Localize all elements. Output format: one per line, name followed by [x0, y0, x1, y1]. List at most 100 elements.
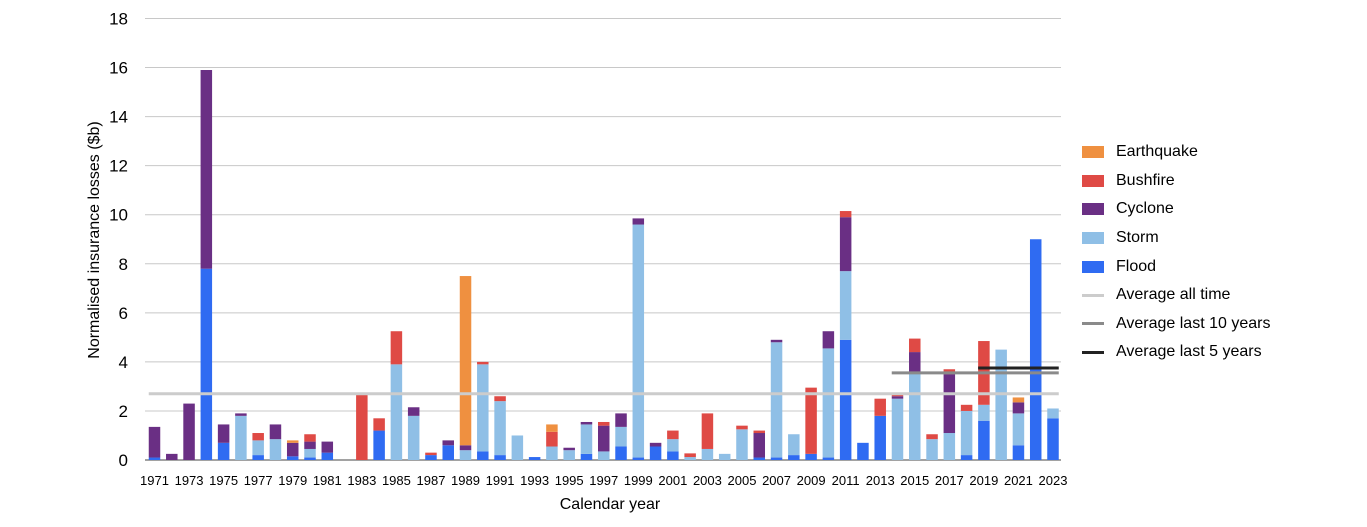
bar-cyclone-1973 — [183, 403, 195, 460]
reference-lines — [148, 366, 1059, 396]
bar-storm-1999 — [632, 224, 645, 458]
bar-flood-2019 — [978, 420, 990, 460]
bar-storm-2007 — [770, 342, 783, 458]
bar-bushfire-1990 — [477, 361, 489, 365]
x-tick-label: 1981 — [313, 473, 342, 488]
bar-flood-1974 — [200, 268, 213, 460]
bar-flood-2007 — [770, 457, 783, 460]
legend-label: Average all time — [1116, 286, 1231, 304]
legend-item-storm: Storm — [1082, 224, 1270, 253]
legend-swatch — [1082, 260, 1104, 273]
legend-swatch — [1082, 232, 1104, 245]
bar-storm-2020 — [995, 349, 1007, 460]
bar-storm-1978 — [269, 439, 282, 460]
bar-cyclone-1978 — [269, 424, 282, 440]
x-tick-label: 1971 — [140, 473, 169, 488]
bar-storm-2002 — [684, 457, 696, 460]
x-tick-label: 2003 — [693, 473, 722, 488]
bar-storm-1994 — [546, 446, 558, 460]
x-tick-label: 1991 — [486, 473, 515, 488]
bar-cyclone-2014 — [891, 396, 904, 399]
gridlines — [145, 18, 1061, 461]
bar-flood-2012 — [857, 442, 869, 460]
bar-flood-1999 — [632, 457, 645, 460]
bar-cyclone-1996 — [580, 421, 593, 425]
bar-flood-2018 — [960, 455, 973, 460]
bar-bushfire-1987 — [425, 452, 437, 456]
bar-storm-1977 — [252, 440, 264, 456]
bar-cyclone-1971 — [148, 426, 161, 458]
y-tick-label: 16 — [109, 59, 128, 78]
bar-bushfire-2002 — [684, 453, 696, 458]
x-tick-label: 1999 — [624, 473, 653, 488]
legend-item-bushfire: Bushfire — [1082, 167, 1270, 196]
x-tick-label: 2001 — [658, 473, 687, 488]
bar-cyclone-1976 — [235, 413, 247, 416]
bar-cyclone-1997 — [598, 425, 610, 452]
bar-cyclone-1995 — [563, 447, 575, 451]
legend: Earthquake Bushfire Cyclone Storm Flood Avera… — [1082, 138, 1270, 367]
bar-cyclone-2010 — [822, 331, 835, 349]
x-tick-label: 1973 — [175, 473, 204, 488]
x-axis-ticks: 1971 1973 1975 1977 1979 1981 1983 1985 1987 1989… — [140, 473, 1067, 488]
bar-storm-1986 — [407, 415, 420, 460]
bar-earthquake-2021 — [1012, 397, 1025, 403]
bar-storm-2017 — [943, 433, 956, 460]
bar-storm-2010 — [822, 348, 835, 458]
bar-storm-1990 — [477, 364, 489, 452]
bar-flood-2011 — [839, 339, 852, 460]
y-tick-label: 10 — [109, 206, 128, 225]
legend-swatch — [1082, 293, 1104, 297]
y-tick-label: 12 — [109, 157, 128, 176]
legend-label: Storm — [1116, 229, 1159, 247]
legend-swatch — [1082, 174, 1104, 187]
bar-cyclone-1979 — [286, 442, 299, 457]
x-tick-label: 1987 — [417, 473, 446, 488]
x-tick-label: 1983 — [347, 473, 376, 488]
bar-flood-1979 — [286, 456, 299, 460]
bar-flood-2000 — [649, 446, 662, 460]
legend-item-average-all-time: Average all time — [1082, 281, 1270, 310]
bar-flood-1981 — [321, 452, 334, 460]
bar-flood-1971 — [148, 457, 161, 460]
bar-flood-2021 — [1012, 445, 1025, 460]
x-axis-label: Calendar year — [560, 496, 661, 513]
x-tick-label: 2019 — [969, 473, 998, 488]
bar-cyclone-2017 — [943, 374, 956, 434]
bar-cyclone-1999 — [632, 218, 645, 225]
x-tick-label: 2007 — [762, 473, 791, 488]
bar-bushfire-2006 — [753, 430, 766, 434]
x-tick-label: 1995 — [555, 473, 584, 488]
y-tick-label: 14 — [109, 108, 128, 127]
legend-label: Cyclone — [1116, 200, 1174, 218]
bar-flood-2009 — [805, 453, 817, 460]
bar-cyclone-2007 — [770, 339, 783, 343]
bar-earthquake-1994 — [546, 424, 558, 432]
bar-storm-1985 — [390, 364, 403, 460]
bar-cyclone-2015 — [909, 352, 921, 372]
bar-bushfire-2016 — [926, 434, 938, 440]
bar-bushfire-1994 — [546, 431, 558, 447]
bars — [148, 70, 1059, 460]
bar-flood-2010 — [822, 457, 835, 460]
bar-bushfire-2015 — [909, 338, 921, 353]
bar-storm-1992 — [511, 435, 524, 460]
bar-bushfire-1977 — [252, 433, 264, 441]
legend-label: Average last 10 years — [1116, 314, 1271, 332]
legend-label: Flood — [1116, 257, 1157, 275]
x-tick-label: 1989 — [451, 473, 480, 488]
bar-storm-2015 — [909, 371, 921, 460]
x-tick-label: 1985 — [382, 473, 411, 488]
bar-flood-1980 — [304, 457, 316, 460]
legend-label: Bushfire — [1116, 171, 1175, 189]
bar-storm-2021 — [1012, 413, 1025, 446]
y-tick-label: 8 — [119, 255, 128, 274]
legend-item-cyclone: Cyclone — [1082, 195, 1270, 224]
bar-storm-1996 — [580, 424, 593, 454]
legend-label: Earthquake — [1116, 143, 1198, 161]
bar-cyclone-1998 — [615, 413, 627, 427]
bar-flood-1990 — [477, 451, 489, 460]
bar-earthquake-1989 — [459, 276, 472, 446]
bar-flood-1996 — [580, 453, 593, 460]
x-tick-label: 2013 — [866, 473, 895, 488]
